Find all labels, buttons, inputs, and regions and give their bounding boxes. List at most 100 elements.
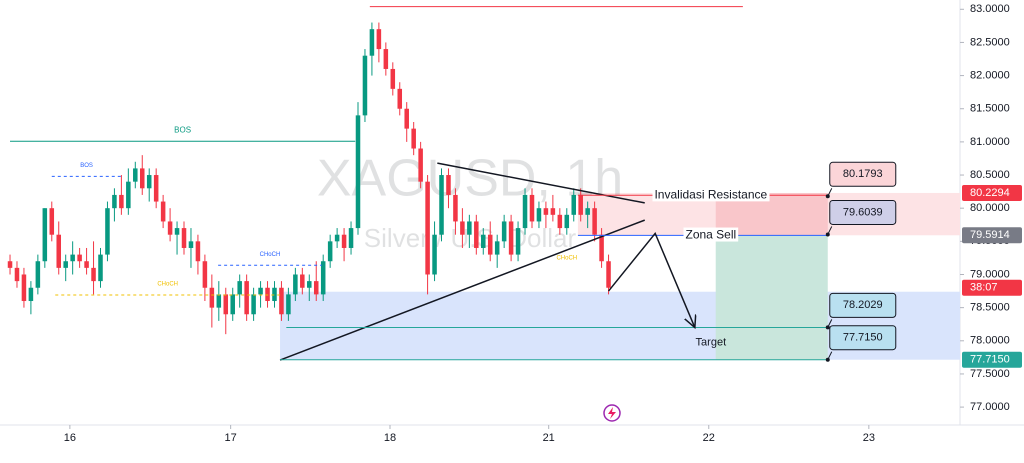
axis-tag bbox=[962, 279, 1022, 296]
x-tick-label: 21 bbox=[543, 432, 555, 444]
candle-body bbox=[223, 294, 229, 315]
tag-box bbox=[829, 292, 897, 318]
candle-body bbox=[244, 281, 249, 315]
line-label: BOS bbox=[174, 125, 191, 134]
drawing-line bbox=[437, 162, 645, 204]
axis-tag bbox=[962, 184, 1022, 201]
tag-box bbox=[829, 161, 897, 187]
y-tick-label: 83.0000 bbox=[970, 3, 1010, 15]
candle-body bbox=[439, 175, 444, 235]
axis-tag bbox=[962, 351, 1022, 368]
x-tick-label: 17 bbox=[225, 432, 237, 444]
candle-body bbox=[139, 168, 145, 189]
line-label: CHoCH bbox=[157, 282, 178, 288]
candle-body bbox=[237, 281, 242, 295]
candle-body bbox=[606, 261, 611, 288]
candle-body bbox=[411, 128, 416, 149]
candle-body bbox=[578, 194, 583, 215]
candle-body bbox=[446, 175, 451, 195]
candle-body bbox=[599, 234, 604, 262]
candle-body bbox=[334, 234, 340, 242]
drawing-line bbox=[607, 231, 695, 327]
line-label-bg bbox=[652, 187, 770, 202]
line-label: CHoCH bbox=[260, 252, 281, 258]
line-label: Target bbox=[696, 336, 727, 348]
candle-body bbox=[56, 234, 62, 268]
candle-body bbox=[293, 274, 298, 295]
candle-body bbox=[195, 241, 201, 262]
candle-body bbox=[467, 221, 472, 235]
candle-body bbox=[209, 287, 215, 308]
candle-body bbox=[348, 228, 354, 248]
candle-body bbox=[592, 208, 597, 235]
candle-body bbox=[425, 181, 430, 275]
candle-body bbox=[35, 261, 41, 288]
candle-body bbox=[327, 241, 333, 262]
candle-body bbox=[91, 267, 96, 282]
candle-body bbox=[460, 221, 465, 235]
candle-body bbox=[174, 228, 180, 235]
candle-body bbox=[487, 234, 493, 255]
candle-body bbox=[557, 214, 563, 229]
candle-body bbox=[432, 234, 437, 275]
watermark: XAGUSD, 1h Silver / U.S. Dollar bbox=[317, 150, 623, 253]
candle-body bbox=[119, 194, 124, 209]
y-tick-label: 81.0000 bbox=[970, 136, 1010, 148]
candle-body bbox=[181, 228, 187, 248]
candle-body bbox=[383, 49, 389, 69]
candle-body bbox=[481, 234, 486, 248]
tag-connector bbox=[827, 226, 833, 235]
candle-body bbox=[133, 168, 138, 182]
axis-tag bbox=[962, 227, 1022, 244]
tag-connector bbox=[827, 351, 833, 360]
candle-body bbox=[28, 287, 34, 302]
y-tick-label: 82.5000 bbox=[970, 36, 1010, 48]
candle-body bbox=[160, 201, 166, 222]
candle-body bbox=[494, 241, 500, 255]
candle-body bbox=[42, 208, 48, 262]
tag-label: 79.6039 bbox=[843, 206, 883, 218]
candle-body bbox=[564, 214, 570, 229]
x-tick-label: 22 bbox=[703, 432, 715, 444]
axis-tag-label: 38:07 bbox=[970, 282, 998, 294]
candle-body bbox=[188, 241, 194, 248]
y-tick-label: 77.0000 bbox=[970, 401, 1010, 413]
candle-body bbox=[508, 221, 514, 255]
candle-body bbox=[543, 208, 549, 215]
candle-body bbox=[307, 281, 312, 288]
line-label: Invalidasi Resistance bbox=[654, 187, 767, 201]
candle-body bbox=[153, 175, 159, 202]
candle-body bbox=[84, 261, 89, 268]
candle-body bbox=[146, 175, 152, 189]
candle-body bbox=[362, 55, 368, 116]
tag-label: 80.1793 bbox=[843, 168, 883, 180]
candle-body bbox=[376, 29, 382, 50]
candle-body bbox=[404, 108, 409, 129]
candle-body bbox=[279, 287, 284, 315]
candle-body bbox=[515, 228, 521, 255]
line-label-bg bbox=[683, 227, 739, 242]
note: CHoCH bbox=[556, 255, 577, 261]
candle-body bbox=[397, 88, 403, 109]
candle-body bbox=[126, 181, 131, 209]
line-label: BOS bbox=[80, 163, 93, 169]
candle-body bbox=[21, 274, 27, 302]
x-tick-label: 18 bbox=[384, 432, 396, 444]
candle-body bbox=[300, 274, 305, 288]
candle-body bbox=[105, 208, 110, 255]
candle-body bbox=[453, 194, 458, 222]
y-tick-label: 78.0000 bbox=[970, 335, 1010, 347]
watermark-title: XAGUSD, 1h bbox=[317, 150, 623, 208]
candle-body bbox=[216, 294, 222, 308]
candle-body bbox=[320, 261, 326, 295]
zone bbox=[715, 235, 828, 360]
candle-body bbox=[355, 115, 361, 229]
candle-body bbox=[313, 281, 319, 295]
candle-body bbox=[202, 261, 208, 288]
tag-label: 78.2029 bbox=[843, 299, 883, 311]
candle-body bbox=[77, 254, 82, 262]
x-tick-label: 23 bbox=[863, 432, 875, 444]
candle-body bbox=[230, 294, 235, 315]
y-tick-label: 80.5000 bbox=[970, 169, 1010, 181]
